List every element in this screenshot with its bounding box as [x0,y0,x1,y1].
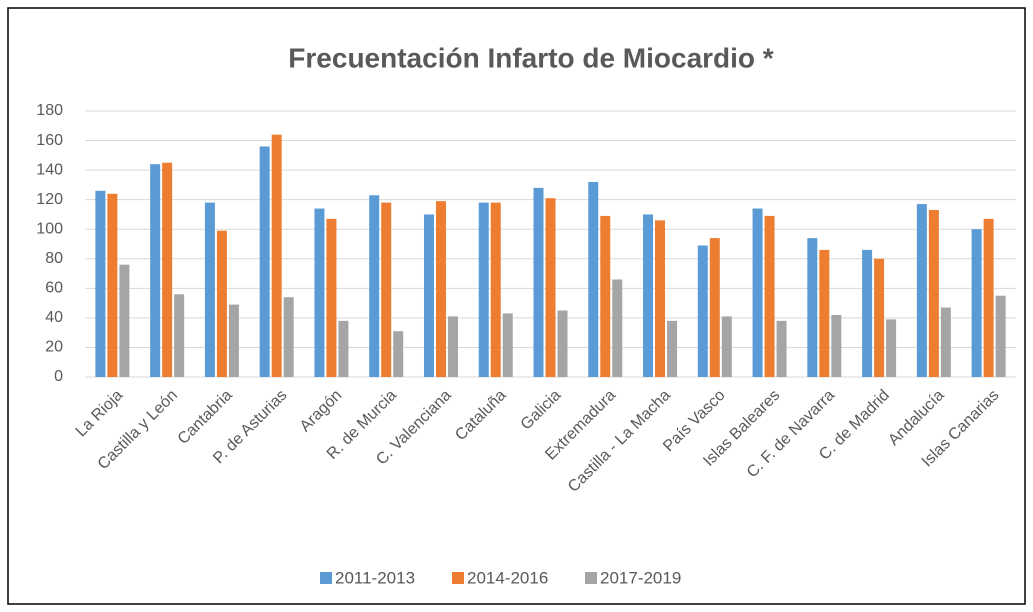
legend-swatch [452,572,464,584]
bar [764,215,775,377]
bar [435,201,446,377]
bar [204,202,215,377]
bar [971,229,982,377]
bar [874,258,885,377]
bar [502,313,513,377]
bar [697,245,708,377]
bar [423,214,434,377]
bar [119,264,130,377]
bar [283,297,294,377]
y-tick-label: 180 [36,102,63,119]
legend-swatch [320,572,332,584]
chart-border [7,7,1026,605]
bar [807,238,818,377]
bar [862,249,873,377]
bar [667,320,678,377]
bar [107,193,118,377]
bar [819,249,830,377]
y-tick-label: 0 [54,368,63,385]
bar [983,218,994,377]
bar [709,238,720,377]
bar [916,204,927,377]
bar [338,320,349,377]
bar [447,316,458,377]
bar [533,187,544,377]
legend-label: 2011-2013 [335,568,415,587]
bar [995,295,1006,377]
y-tick-label: 100 [36,220,63,237]
bar [393,331,404,377]
y-tick-label: 80 [45,250,63,267]
bar [940,307,951,377]
bar [381,202,392,377]
legend-label: 2017-2019 [600,568,681,587]
bar [886,319,897,377]
bar [655,220,666,377]
bar [228,304,239,377]
bar [600,215,611,377]
bar [216,230,227,377]
bar [721,316,732,377]
bar [588,181,599,377]
bar [259,146,270,377]
bar [271,134,282,377]
bar [752,208,763,377]
bar [162,162,173,377]
bar [369,195,380,377]
y-tick-label: 60 [45,280,63,297]
y-tick-label: 160 [36,132,63,149]
bar [612,279,623,377]
legend-swatch [585,572,597,584]
legend-label: 2014-2016 [467,568,548,587]
bar [928,210,939,377]
y-tick-label: 20 [45,339,63,356]
y-tick-label: 120 [36,191,63,208]
bar [174,294,185,377]
bar [478,202,489,377]
bar [490,202,501,377]
bar [643,214,654,377]
bar [314,208,325,377]
bar [831,314,842,377]
bar [150,164,161,377]
bar [776,320,787,377]
bar [95,190,106,377]
y-tick-label: 40 [45,309,63,326]
bar [545,198,556,377]
chart-title: Frecuentación Infarto de Miocardio * [288,42,774,73]
y-tick-label: 140 [36,161,63,178]
bar [557,310,568,377]
bar [326,218,337,377]
